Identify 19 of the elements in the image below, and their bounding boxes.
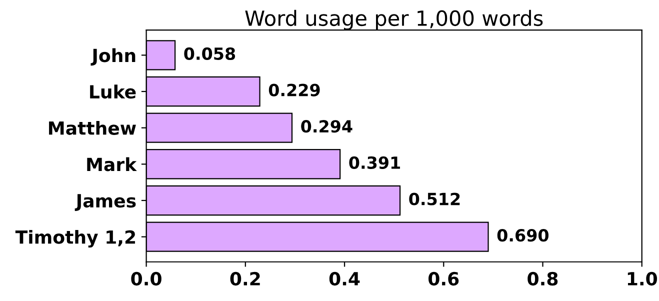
- data-label: 0.229: [268, 84, 320, 96]
- chart-title: Word usage per 1,000 words: [245, 10, 543, 30]
- data-label: 0.391: [349, 156, 400, 169]
- y-tick-label: James: [74, 194, 136, 211]
- y-tick-label: John: [90, 48, 136, 66]
- x-tick-label: 1.0: [628, 272, 657, 286]
- y-tick-label: Timothy 1,2: [15, 230, 136, 248]
- y-tick-label: Luke: [90, 84, 136, 99]
- x-tick-label: 0.2: [230, 272, 260, 286]
- x-tick-label: 0.6: [428, 272, 459, 286]
- data-label: 0.058: [184, 47, 236, 60]
- data-label: 0.690: [497, 229, 548, 242]
- y-tick-label: Mark: [87, 157, 137, 172]
- x-tick-label: 0.4: [329, 272, 360, 286]
- x-tick-label: 0.0: [131, 272, 162, 286]
- data-label: 0.512: [409, 192, 460, 206]
- data-label: 0.294: [301, 120, 352, 133]
- y-tick-label: Matthew: [49, 120, 136, 135]
- x-tick-label: 0.8: [528, 272, 558, 286]
